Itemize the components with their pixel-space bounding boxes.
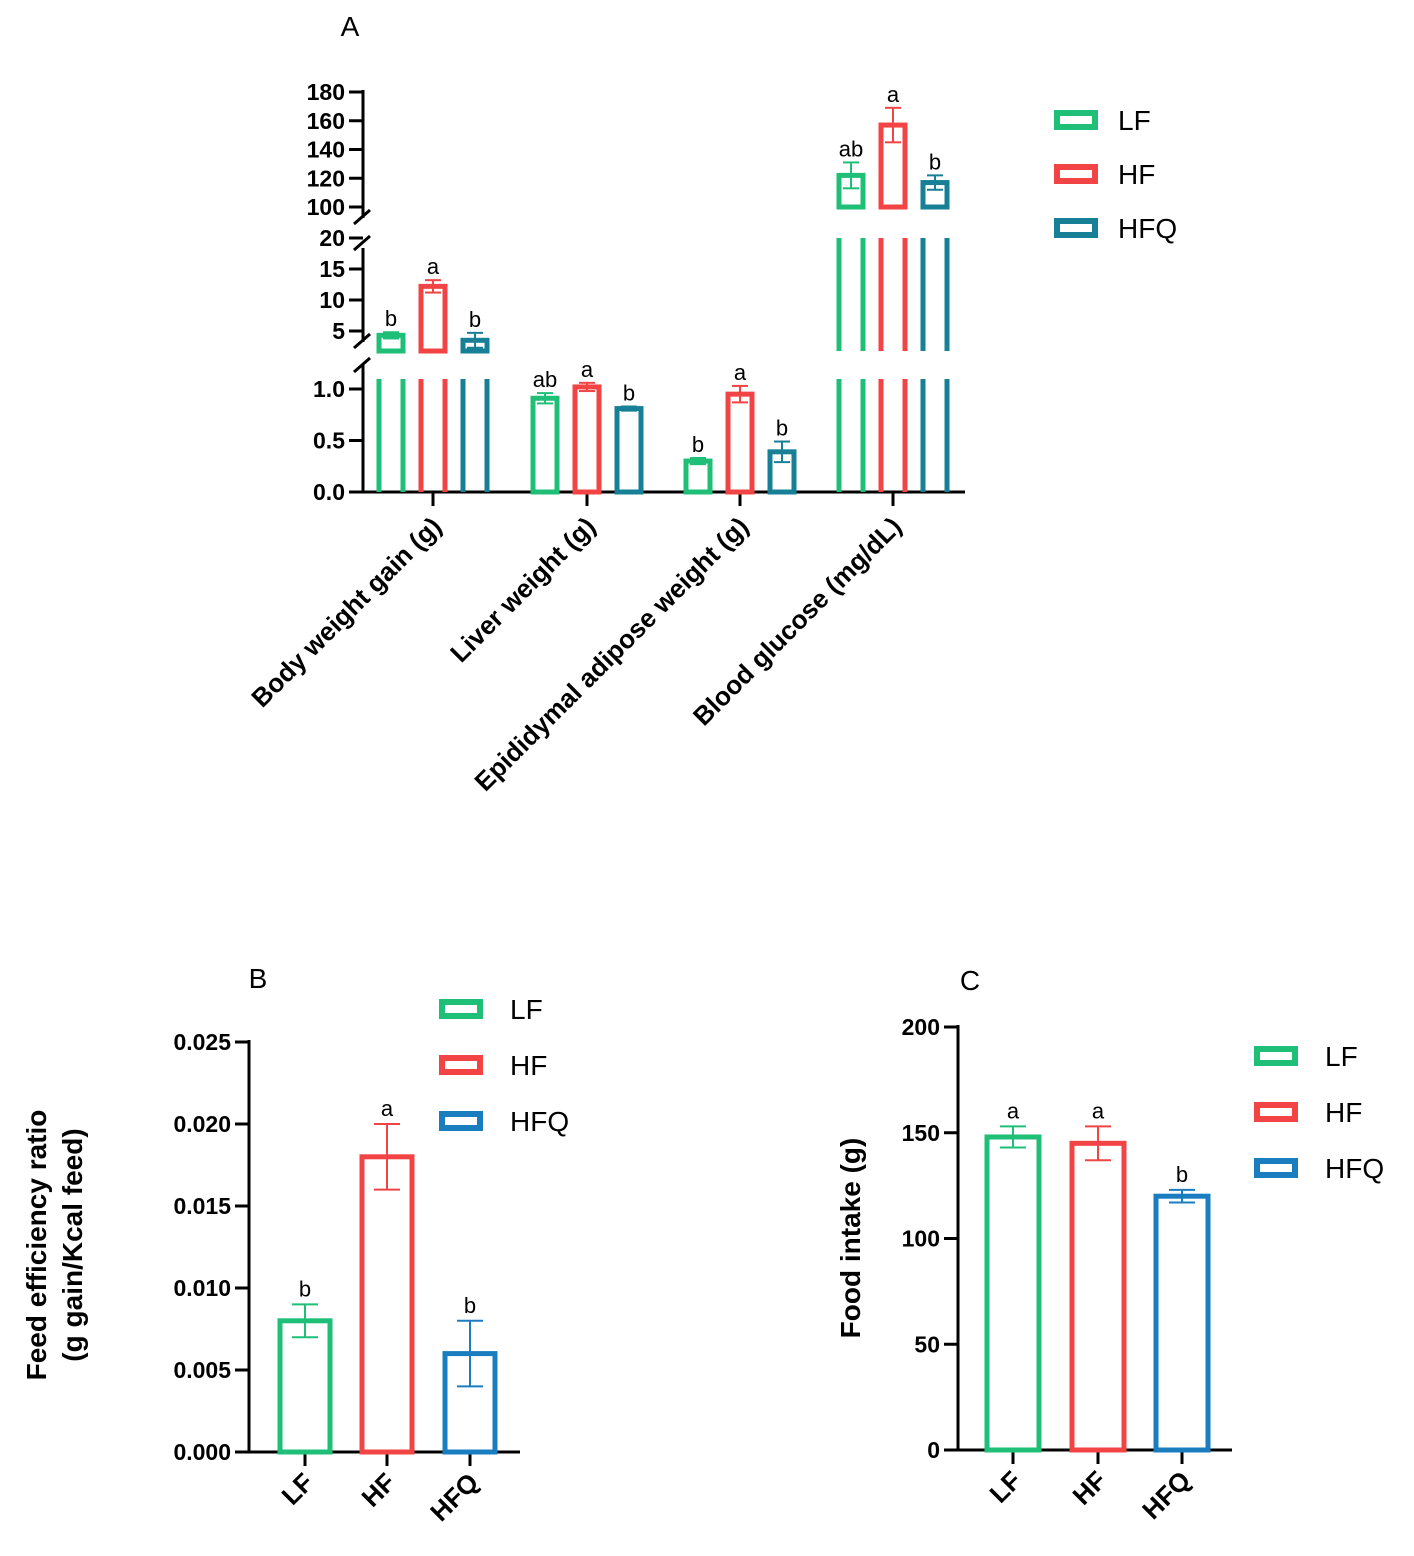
y-tick-label: 0.0 <box>313 479 345 505</box>
y-tick-label: 1.0 <box>313 376 345 402</box>
significance-letter: a <box>427 254 440 279</box>
x-category-label-hfq: HFQ <box>424 1467 484 1527</box>
y-tick-label: 120 <box>307 165 345 191</box>
legend-swatch-hf <box>439 1055 483 1075</box>
x-category-label-lf: LF <box>984 1465 1028 1509</box>
significance-letter: b <box>623 381 635 406</box>
y-tick-label: 0.020 <box>173 1111 231 1137</box>
y-tick-label: 20 <box>319 225 345 251</box>
legend-swatch-hfq <box>439 1111 483 1131</box>
panel-label-c: C <box>960 965 980 996</box>
y-tick-label: 10 <box>319 287 345 313</box>
bar-hf-liver-weight-g <box>572 384 602 495</box>
y-tick-label: 160 <box>307 108 345 134</box>
significance-letter: b <box>692 432 704 457</box>
bar-hfq <box>1153 1193 1211 1453</box>
x-category-label-hf: HF <box>356 1467 402 1513</box>
significance-letter: b <box>776 416 788 441</box>
legend-label-hfq: HFQ <box>1325 1153 1384 1184</box>
x-category-label-epididymal-adipose-weight-g: Epididymal adipose weight (g) <box>468 511 754 797</box>
x-category-label-hfq: HFQ <box>1136 1465 1196 1525</box>
legend-label-lf: LF <box>1325 1041 1358 1072</box>
legend-label-hfq: HFQ <box>510 1106 569 1137</box>
significance-letter: ab <box>839 136 863 161</box>
bar-hf <box>1069 1140 1127 1453</box>
y-tick-label: 0.025 <box>173 1029 231 1055</box>
y-tick-label: 180 <box>307 79 345 105</box>
significance-letter: b <box>385 306 397 331</box>
bar-lf <box>984 1134 1042 1453</box>
legend-swatch-lf <box>439 999 483 1019</box>
y-tick-label: 150 <box>902 1120 940 1146</box>
significance-letter: a <box>1007 1098 1020 1123</box>
panel-label-b: B <box>249 963 268 994</box>
significance-letter: b <box>299 1276 311 1301</box>
significance-letter: b <box>929 149 941 174</box>
significance-letter: a <box>734 360 747 385</box>
bar-hfq-liver-weight-g <box>614 406 644 495</box>
legend-label-hf: HF <box>1325 1097 1362 1128</box>
x-category-label-hf: HF <box>1067 1465 1113 1511</box>
bar-lf-liver-weight-g <box>530 395 560 495</box>
y-axis-title: Food intake (g) <box>835 1138 866 1339</box>
y-tick-label: 0 <box>927 1437 940 1463</box>
y-tick-label: 100 <box>307 194 345 220</box>
bar-lf-epididymal-adipose-weight-g <box>683 458 713 495</box>
y-tick-label: 0.005 <box>173 1357 231 1383</box>
y-tick-label: 15 <box>319 256 345 282</box>
legend-label-hf: HF <box>510 1050 547 1081</box>
legend-label-lf: LF <box>510 994 543 1025</box>
panel-b: B 0.000 0.005 0.010 0.015 0.020 0.025 Feed effi… <box>21 963 569 1527</box>
legend-swatch-hf <box>1254 1102 1298 1122</box>
legend-label-lf: LF <box>1118 105 1151 136</box>
legend-swatch-lf <box>1054 110 1098 130</box>
panel-c: C 0 50 100 150 200 Food intake (g) a LF a HF b HFQ LF… <box>835 965 1384 1525</box>
legend-swatch-hfq <box>1254 1158 1298 1178</box>
significance-letter: b <box>464 1293 476 1318</box>
y-axis-title: (g gain/Kcal feed) <box>57 1128 88 1361</box>
y-tick-label: 0.000 <box>173 1439 231 1465</box>
significance-letter: a <box>887 82 900 107</box>
axis-break-mark-upper <box>353 208 371 226</box>
axis-break-mark-upper <box>353 234 371 252</box>
x-category-label-body-weight-gain-g: Body weight gain (g) <box>245 511 447 713</box>
x-category-label-lf: LF <box>276 1467 320 1511</box>
y-tick-label: 50 <box>914 1331 940 1357</box>
y-tick-label: 140 <box>307 137 345 163</box>
bar-hf <box>359 1154 415 1455</box>
legend-label-hfq: HFQ <box>1118 213 1177 244</box>
significance-letter: ab <box>533 367 557 392</box>
y-tick-label: 200 <box>902 1014 940 1040</box>
legend-swatch-lf <box>1254 1046 1298 1066</box>
y-tick-label: 100 <box>902 1226 940 1252</box>
axis-break-mark-lower <box>353 332 371 350</box>
significance-letter: b <box>1176 1162 1188 1187</box>
significance-letter: a <box>381 1096 394 1121</box>
y-axis-title: Feed efficiency ratio <box>21 1110 52 1381</box>
axis-break-mark-lower <box>353 356 371 374</box>
y-tick-label: 5 <box>332 318 345 344</box>
significance-letter: a <box>581 357 594 382</box>
legend-label-hf: HF <box>1118 159 1155 190</box>
bar-lf <box>277 1318 333 1455</box>
x-category-label-liver-weight-g: Liver weight (g) <box>444 511 601 668</box>
y-tick-label: 0.5 <box>313 428 345 454</box>
bar-hf-epididymal-adipose-weight-g <box>725 391 755 495</box>
significance-letter: a <box>1092 1098 1105 1123</box>
legend-swatch-hf <box>1054 164 1098 184</box>
panel-label-a: A <box>341 11 360 42</box>
y-tick-label: 0.015 <box>173 1193 231 1219</box>
bar-hf-body-weight-gain-g <box>418 283 448 354</box>
legend-swatch-hfq <box>1054 218 1098 238</box>
significance-letter: b <box>469 307 481 332</box>
y-tick-label: 0.010 <box>173 1275 231 1301</box>
